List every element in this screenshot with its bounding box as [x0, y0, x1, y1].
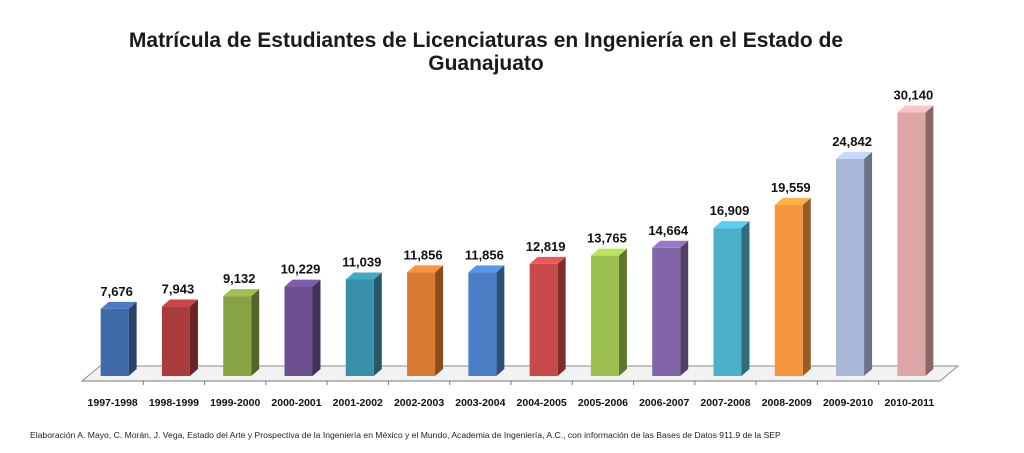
bar-top	[897, 105, 934, 113]
data-label: 16,909	[710, 203, 750, 218]
bar	[468, 265, 505, 376]
bar-front	[529, 263, 558, 376]
bar-top	[345, 272, 382, 280]
bar-top	[161, 299, 198, 307]
bar-top	[836, 151, 873, 159]
data-label: 30,140	[893, 88, 933, 103]
x-tick-labels: 1997-1998 1998-1999 1999-2000 2000-2001 2001…	[88, 381, 935, 409]
bar-side	[189, 299, 198, 376]
bar	[774, 198, 811, 376]
source-note: Elaboración A. Mayo, C. Morán, J. Vega, …	[30, 430, 781, 440]
bar	[590, 248, 627, 376]
chart-floor	[80, 365, 960, 382]
bar	[897, 105, 934, 377]
bar-front	[836, 158, 865, 376]
bar-side	[251, 289, 260, 376]
bar-side	[741, 221, 750, 376]
data-label: 24,842	[832, 134, 872, 149]
data-labels: 7,676 7,943 9,132 10,229 11,039 11,856 11,856 1…	[100, 88, 933, 299]
bar-top	[100, 301, 137, 309]
bar-side	[435, 265, 444, 376]
bar	[100, 301, 137, 376]
data-label: 12,819	[526, 239, 566, 254]
bar-top	[713, 221, 750, 229]
bar-top	[652, 240, 689, 248]
x-tick-label: 1998-1999	[149, 397, 199, 409]
data-label: 19,559	[771, 180, 811, 195]
data-label: 11,856	[465, 247, 504, 262]
x-tick-label: 2005-2006	[578, 397, 628, 409]
bar-side	[802, 198, 811, 376]
bar	[836, 151, 873, 376]
bar	[161, 299, 198, 376]
data-label: 14,664	[648, 223, 689, 238]
data-label: 13,765	[587, 231, 627, 246]
data-label: 7,943	[162, 282, 195, 297]
x-tick-label: 2000-2001	[271, 397, 321, 409]
chart-title-line2: Guanajuato	[428, 52, 544, 75]
bar-side	[618, 248, 627, 376]
data-label: 10,229	[281, 262, 321, 277]
data-label: 7,676	[100, 284, 133, 299]
bar-side	[680, 240, 689, 376]
bar-side	[864, 151, 873, 376]
data-label: 9,132	[223, 271, 256, 286]
bar-front	[284, 286, 313, 376]
bar-top	[774, 198, 811, 206]
x-tick-label: 2002-2003	[394, 397, 444, 409]
bar-side	[312, 279, 321, 376]
x-tick-label: 2009-2010	[823, 397, 873, 409]
bar-front	[897, 112, 926, 377]
x-tick-label: 2010-2011	[885, 397, 935, 409]
x-tick-label: 2001-2002	[333, 397, 383, 409]
bar-front	[161, 306, 190, 376]
bar-front	[774, 205, 803, 376]
x-tick-label: 2007-2008	[700, 397, 750, 409]
bar-top	[468, 265, 505, 273]
bar-front	[652, 247, 681, 376]
x-tick-label: 2006-2007	[639, 397, 689, 409]
data-label: 11,039	[342, 254, 381, 269]
x-tick-label: 2004-2005	[517, 397, 567, 409]
bar-side	[557, 256, 566, 376]
bar-top	[590, 248, 627, 256]
bar	[713, 221, 750, 376]
bar-side	[373, 272, 382, 376]
bar-side	[128, 301, 137, 376]
bar-series	[100, 105, 934, 377]
bar-front	[407, 272, 436, 376]
x-tick-label: 1999-2000	[210, 397, 260, 409]
bar	[284, 279, 321, 376]
bar-side	[496, 265, 505, 376]
bar	[223, 289, 260, 376]
bar-top	[529, 256, 566, 264]
bar-front	[100, 308, 129, 376]
bar	[407, 265, 444, 376]
bar	[345, 272, 382, 376]
bar-top	[407, 265, 444, 273]
x-tick-label: 2003-2004	[455, 397, 505, 409]
bar-front	[713, 228, 742, 376]
bar-side	[925, 105, 934, 377]
bar-front	[345, 279, 374, 376]
bar-front	[468, 272, 497, 376]
bar-front	[590, 255, 619, 376]
chart-title: Matrícula de Estudiantes de Licenciatura…	[129, 29, 843, 52]
x-tick-label: 1997-1998	[88, 397, 138, 409]
bar-front	[223, 296, 252, 376]
bar	[529, 256, 566, 376]
x-tick-label: 2008-2009	[762, 397, 812, 409]
bar	[652, 240, 689, 376]
data-label: 11,856	[404, 247, 443, 262]
bar-top	[223, 289, 260, 297]
bar-top	[284, 279, 321, 287]
